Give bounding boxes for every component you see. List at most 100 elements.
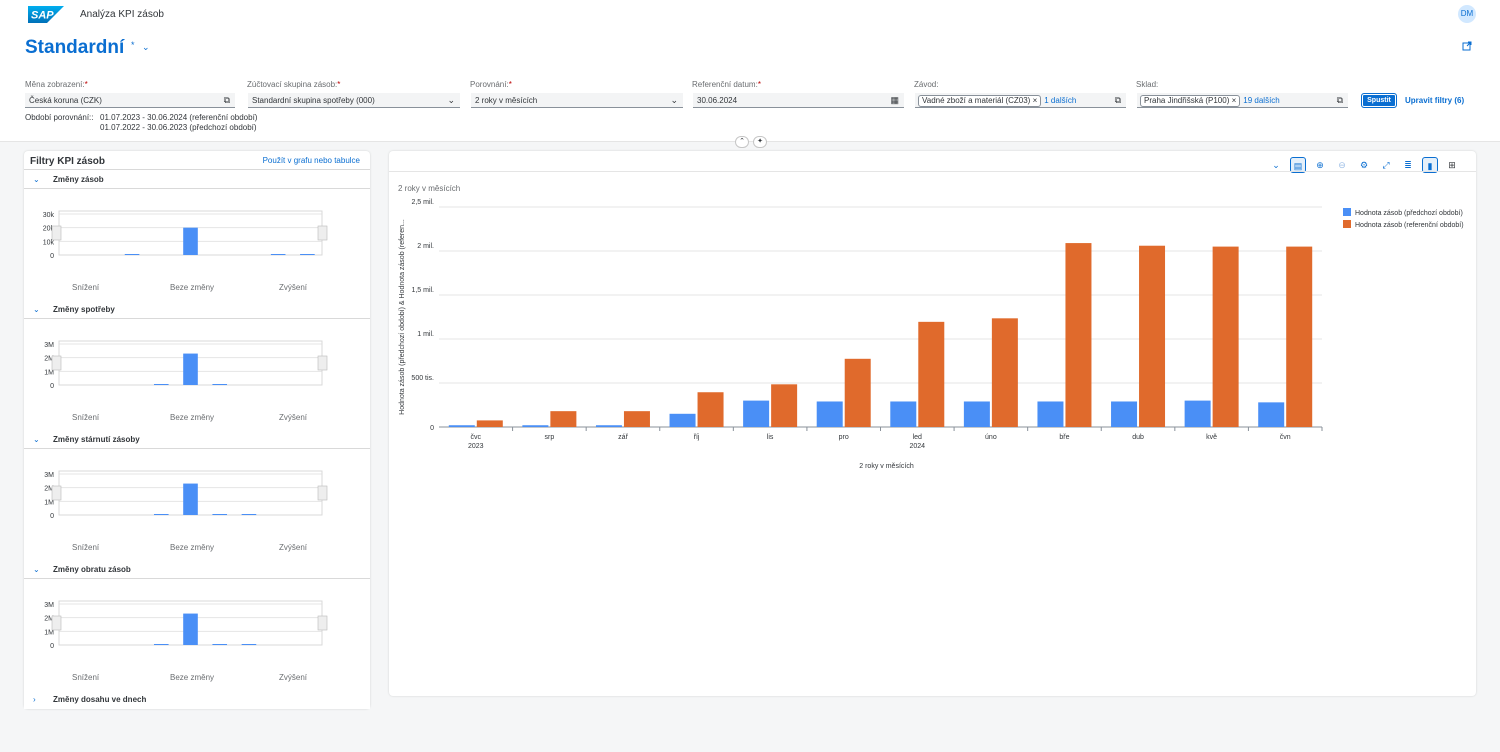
adapt-filters-button[interactable]: Upravit filtry (6)	[1405, 96, 1465, 105]
section-header-turnover-changes[interactable]: ⌄ Změny obratu zásob	[24, 561, 370, 579]
chevron-right-icon[interactable]: ›	[33, 695, 36, 704]
mini-y-tick: 0	[50, 513, 54, 520]
mini-bar	[241, 644, 257, 645]
chart-bar	[918, 321, 945, 427]
chart-toolbar: ⌄ ▤ ⊕ ⊖ ⚙ ⤢ ≣ ▮ ⊞	[1268, 157, 1468, 173]
chart-x-tick-label: led	[913, 434, 922, 441]
chevron-down-icon[interactable]: ⌄	[670, 95, 678, 105]
chart-bar	[1037, 401, 1064, 427]
filter-label-text: Referenční datum:	[692, 80, 758, 89]
chart-bar	[697, 392, 724, 427]
mini-y-tick: 0	[50, 643, 54, 650]
chart-bar	[1212, 246, 1239, 427]
legend-label: Hodnota zásob (předchozí období)	[1355, 210, 1463, 217]
chevron-down-icon[interactable]: ⌄	[142, 42, 150, 52]
mini-chart-svg: 30k 20k 10k 0	[43, 210, 328, 260]
chart-bar	[550, 411, 577, 427]
chart-bar	[476, 420, 503, 427]
plant-multiinput[interactable]: Vadné zboží a materiál (CZ03) × 1 dalších…	[915, 93, 1126, 108]
value-help-icon[interactable]: ⧉	[1114, 95, 1121, 105]
chart-x-tick-label: čvn	[1280, 434, 1291, 441]
table-icon[interactable]: ▤	[1290, 157, 1306, 173]
comparison-select[interactable]: 2 roky v měsících ⌄	[471, 93, 683, 108]
token-remove-icon[interactable]: ×	[1032, 96, 1038, 105]
mini-bar	[153, 384, 169, 385]
mini-category-label: Beze změny	[170, 543, 215, 552]
storage-token[interactable]: Praha Jindřišská (P100) ×	[1140, 95, 1241, 107]
fullscreen-icon[interactable]: ⤢	[1382, 160, 1390, 170]
comparison-period-previous: 01.07.2022 - 30.06.2023 (předchozí obdob…	[100, 123, 257, 132]
section-header-aging-changes[interactable]: ⌄ Změny stárnutí zásoby	[24, 431, 370, 449]
filter-label-storage: Sklad:	[1136, 80, 1158, 89]
mini-chart-aging-changes[interactable]: 3M 2M 1M 0 Snížení Beze změny Zvýšení	[24, 461, 370, 552]
valuation-group-select[interactable]: Standardní skupina spotřeby (000) ⌄	[248, 93, 460, 108]
chart-y-axis-label: Hodnota zásob (předchozí období) & Hodno…	[399, 219, 406, 415]
chart-bar	[844, 358, 871, 427]
apply-to-chart-link[interactable]: Použít v grafu nebo tabulce	[262, 156, 360, 165]
user-avatar[interactable]: DM	[1458, 5, 1476, 23]
chevron-down-icon[interactable]: ⌄	[447, 95, 455, 105]
mini-y-tick: 3M	[44, 472, 54, 479]
section-header-consumption-changes[interactable]: ⌄ Změny spotřeby	[24, 301, 370, 319]
zoom-out-icon[interactable]: ⊖	[1338, 160, 1346, 170]
reference-date-input[interactable]: 30.06.2024 ▦	[693, 93, 904, 108]
chart-table-toggle-icon[interactable]: ⊞	[1448, 160, 1456, 170]
column-chart-icon[interactable]: ▮	[1422, 157, 1438, 173]
mini-bar	[183, 483, 198, 515]
sap-logo[interactable]: SAP	[28, 6, 64, 23]
value-help-icon[interactable]: ⧉	[223, 95, 230, 105]
valuation-group-value: Standardní skupina spotřeby (000)	[252, 96, 375, 105]
storage-multiinput[interactable]: Praha Jindřišská (P100) × 19 dalších ⧉	[1137, 93, 1348, 108]
share-icon[interactable]	[1462, 41, 1472, 51]
chart-x-year-label: 2023	[468, 443, 484, 450]
chart-bar	[522, 425, 549, 427]
variant-title[interactable]: Standardní	[25, 37, 125, 58]
token-remove-icon[interactable]: ×	[1231, 96, 1237, 105]
mini-category-label: Zvýšení	[279, 543, 308, 552]
section-title: Změny obratu zásob	[53, 565, 131, 574]
range-handle-left	[51, 355, 62, 371]
mini-chart-turnover-changes[interactable]: 3M 2M 1M 0 Snížení Beze změny Zvýšení	[24, 591, 370, 682]
value-help-icon[interactable]: ⧉	[1336, 95, 1343, 105]
section-header-stock-changes[interactable]: ⌄ Změny zásob	[24, 171, 370, 189]
go-button[interactable]: Spustit	[1361, 93, 1397, 108]
plant-token[interactable]: Vadné zboží a materiál (CZ03) ×	[918, 95, 1042, 107]
mini-chart-stock-changes[interactable]: 30k 20k 10k 0 Snížení Beze změny Zvýšení	[24, 201, 370, 292]
zoom-in-icon[interactable]: ⊕	[1316, 160, 1324, 170]
double-chevron-down-icon[interactable]: ⌄	[1272, 160, 1280, 170]
chart-y-tick-label: 2 mil.	[417, 243, 434, 250]
section-header-range-changes[interactable]: › Změny dosahu ve dnech	[24, 691, 370, 709]
chart-x-axis-label: 2 roky v měsících	[859, 463, 914, 470]
legend-marker	[1343, 220, 1351, 228]
currency-input[interactable]: Česká koruna (CZK) ⧉	[25, 93, 235, 108]
calendar-icon[interactable]: ▦	[890, 95, 899, 105]
chevron-down-icon[interactable]: ⌄	[33, 435, 40, 444]
comparison-periods-label: Období porovnání::	[25, 113, 94, 122]
mini-chart-svg: 3M 2M 1M 0	[44, 340, 328, 390]
variant-modified-mark: *	[131, 40, 135, 50]
storage-more-link[interactable]: 19 dalších	[1243, 96, 1280, 105]
collapse-header-button[interactable]: ⌃	[735, 136, 749, 148]
chevron-down-icon[interactable]: ⌄	[33, 175, 40, 184]
legend-icon[interactable]: ≣	[1404, 160, 1412, 170]
inventory-value-bar-chart[interactable]: 0 500 tis. 1 mil. 1,5 mil. 2 mil. 2,5 mil. Hod…	[389, 151, 1476, 696]
chart-bar	[1184, 400, 1211, 427]
chevron-down-icon[interactable]: ⌄	[33, 305, 40, 314]
chart-bar	[991, 318, 1018, 427]
chart-x-tick-label: srp	[545, 434, 555, 441]
mini-bar	[212, 644, 228, 645]
sap-logo-text: SAP	[31, 10, 54, 22]
chevron-down-icon[interactable]: ⌄	[33, 565, 40, 574]
app-title[interactable]: Analýza KPI zásob	[80, 9, 164, 20]
mini-chart-consumption-changes[interactable]: 3M 2M 1M 0 Snížení Beze změny Zvýšení	[24, 331, 370, 422]
range-handle-left	[51, 615, 62, 631]
chart-x-tick-label: zář	[618, 434, 628, 441]
chart-x-tick-label: lis	[767, 434, 774, 441]
chart-y-tick-label: 2,5 mil.	[411, 199, 434, 206]
plant-more-link[interactable]: 1 dalších	[1044, 96, 1077, 105]
settings-icon[interactable]: ⚙	[1359, 160, 1369, 170]
mini-category-label: Snížení	[72, 413, 100, 422]
page-header: Standardní * ⌄ Měna zobrazení:* Česká ko…	[0, 28, 1500, 142]
pin-header-button[interactable]: ✦	[753, 136, 767, 148]
chart-bar	[743, 400, 770, 427]
